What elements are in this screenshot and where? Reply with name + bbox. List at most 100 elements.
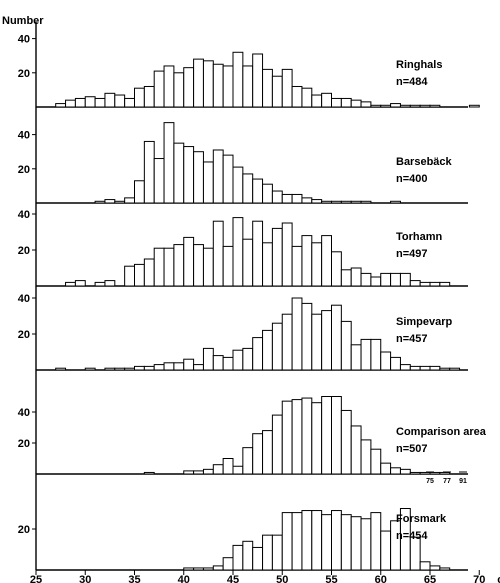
panels-group: 20 40 Ringhals n=484 20 40 Barsebäck n=400 20 40 T… [18,22,487,571]
bar [429,104,441,108]
bar [242,238,254,287]
bar [360,272,372,287]
bar [350,516,362,571]
y-tick-label: 20 [18,164,30,176]
bar [262,68,273,108]
x-tick-label: 50 [276,574,288,583]
bar [242,173,254,204]
bar [399,468,411,475]
bar [193,470,204,475]
bar [183,67,195,108]
bar [242,447,254,475]
panel-name: Ringhals [396,59,442,71]
bar [360,101,372,108]
bar [143,140,155,204]
bar [232,465,244,475]
bar [429,565,441,571]
bar [380,351,392,371]
bar [370,338,382,371]
bar [183,358,195,371]
bar [222,458,234,475]
bar [252,53,264,108]
bar [271,190,283,204]
bar [65,99,76,108]
bar [380,104,392,108]
panel-torhamn: 20 40 Torhamn n=497 [18,203,468,287]
bar [340,200,352,204]
bar [331,97,342,108]
bar [84,367,96,371]
bar [311,94,323,108]
bar [409,280,421,287]
bar [449,367,461,371]
bar [212,220,224,287]
bar [153,158,165,204]
bar [301,510,313,571]
bar [370,448,382,475]
bar [429,471,441,475]
bar [321,514,332,571]
panel-comparison-area: 20 40 75 77 91 Comparison area n=507 [18,370,487,485]
y-tick-label: 20 [18,329,30,341]
bar [429,281,441,287]
bar [271,414,283,475]
bar [134,87,145,108]
bar [232,217,244,287]
bar [252,337,264,371]
bar [202,347,214,371]
bar [380,462,392,475]
bar [242,540,254,571]
bar [281,400,293,475]
bar [419,104,431,108]
panel-simpevarp: 20 40 Simpevarp n=457 [18,286,468,371]
bar [252,546,264,571]
bar [468,104,480,108]
bar [271,534,283,571]
bar [134,365,145,371]
y-tick-label: 40 [18,407,30,419]
bar [212,355,224,371]
bar [311,242,323,287]
bar [419,365,431,371]
bar [301,235,313,287]
bar [232,51,244,108]
bar [134,263,145,287]
bar [370,276,382,287]
bar [291,245,303,287]
bar [232,166,244,204]
bar [252,433,264,475]
bar [104,199,116,204]
x-tick-label: 25 [30,574,42,583]
panel-name: Forsmark [396,513,447,525]
bar [222,154,234,204]
bar [163,65,175,108]
panel-n-label: n=484 [396,76,428,88]
bar [350,200,362,204]
bar [222,65,234,108]
bar [153,247,165,287]
bar [124,367,136,371]
outlier-label: 77 [443,478,451,485]
bar [271,227,283,287]
x-tick-label: 55 [325,574,337,583]
outlier-label: 91 [459,478,467,485]
bar [311,313,323,371]
bar [350,99,362,108]
panel-barseb-ck: 20 40 Barsebäck n=400 [18,107,468,204]
bar [409,471,421,475]
x-unit-label: cm [497,574,500,583]
bar [262,534,273,571]
bar [301,197,313,204]
bar [281,222,293,287]
bar [291,297,303,371]
y-axis-label: Number [2,15,44,27]
bar [390,467,401,475]
x-tick-label: 35 [128,574,140,583]
x-tick-label: 70 [473,574,485,583]
x-tick-label: 30 [79,574,91,583]
bar [143,365,155,371]
bar [331,510,342,571]
bar [399,104,411,108]
bar [429,365,441,371]
bar [55,367,67,371]
